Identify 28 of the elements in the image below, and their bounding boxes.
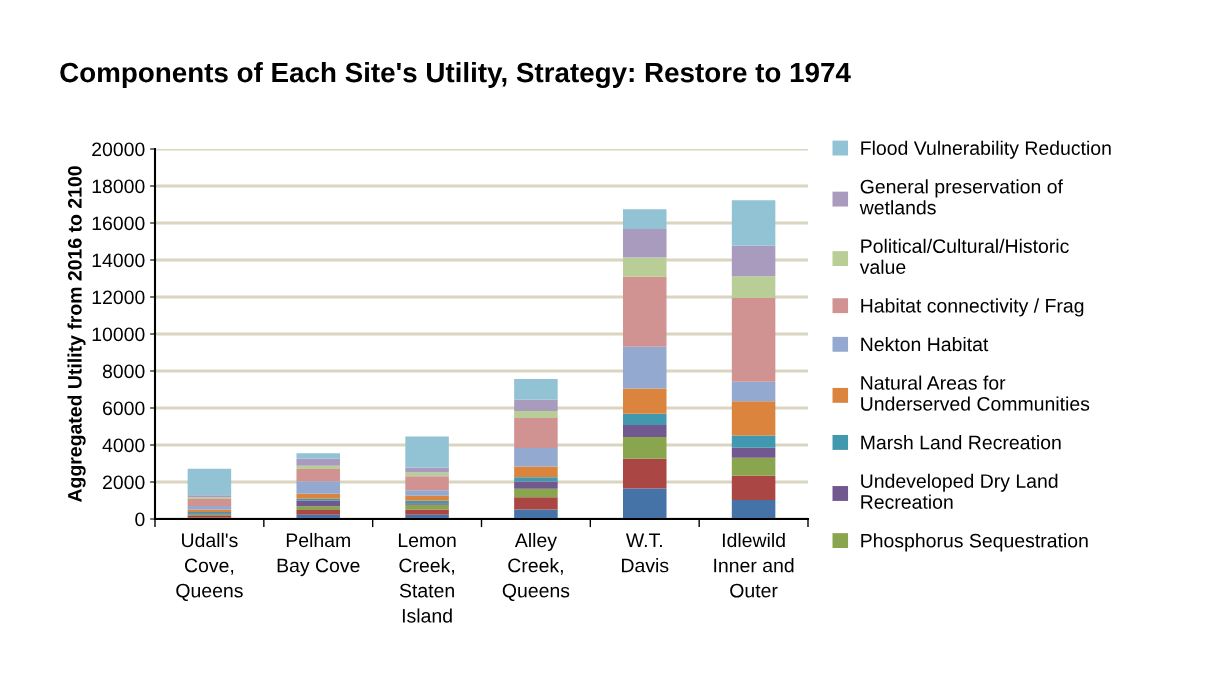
- y-tick-label: 2000: [103, 475, 145, 490]
- x-tick-label: W.T. Davis: [622, 533, 669, 573]
- x-tick-label: Lemon Creek, Staten Island: [398, 533, 456, 623]
- y-tick-label: 12000: [92, 290, 145, 305]
- x-tick-label: Udall's Cove, Queens: [176, 532, 243, 601]
- x-tick-label: Idlewild Inner and Outer: [714, 532, 794, 598]
- y-tick-label: 0: [135, 512, 145, 527]
- y-tick-label: 14000: [92, 253, 145, 268]
- y-tick-label: 10000: [92, 327, 145, 342]
- legend-label: Habitat connectivity / Frag: [861, 298, 1084, 317]
- legend-label: Marsh Land Recreation: [861, 435, 1061, 450]
- y-tick-label: 16000: [92, 216, 145, 231]
- y-tick-label: 4000: [102, 438, 145, 453]
- y-axis-title: Aggregated Utility from 2016 to 2100: [67, 166, 86, 503]
- legend-label: Political/Cultural/Historic value: [859, 238, 1069, 274]
- legend-label: Undeveloped Dry Land Recreation: [861, 473, 1058, 509]
- legend-label: Nekton Habitat: [861, 336, 989, 352]
- x-tick-label: Pelham Bay Cove: [277, 532, 360, 577]
- y-tick-label: 8000: [102, 364, 145, 379]
- legend-label: Flood Vulnerability Reduction: [861, 140, 1111, 159]
- chart-title: Components of Each Site's Utility, Strategy: Restore to 1974: [60, 61, 851, 89]
- y-tick-label: 6000: [103, 401, 145, 416]
- y-tick-label: 20000: [92, 142, 145, 157]
- legend-label: General preservation of wetlands: [859, 179, 1063, 215]
- legend-label: Natural Areas for Underserved Communities: [861, 375, 1090, 411]
- y-tick-label: 18000: [92, 179, 145, 194]
- x-tick-label: Alley Creek, Queens: [502, 532, 570, 601]
- legend-label: Phosphorus Sequestration: [861, 533, 1088, 552]
